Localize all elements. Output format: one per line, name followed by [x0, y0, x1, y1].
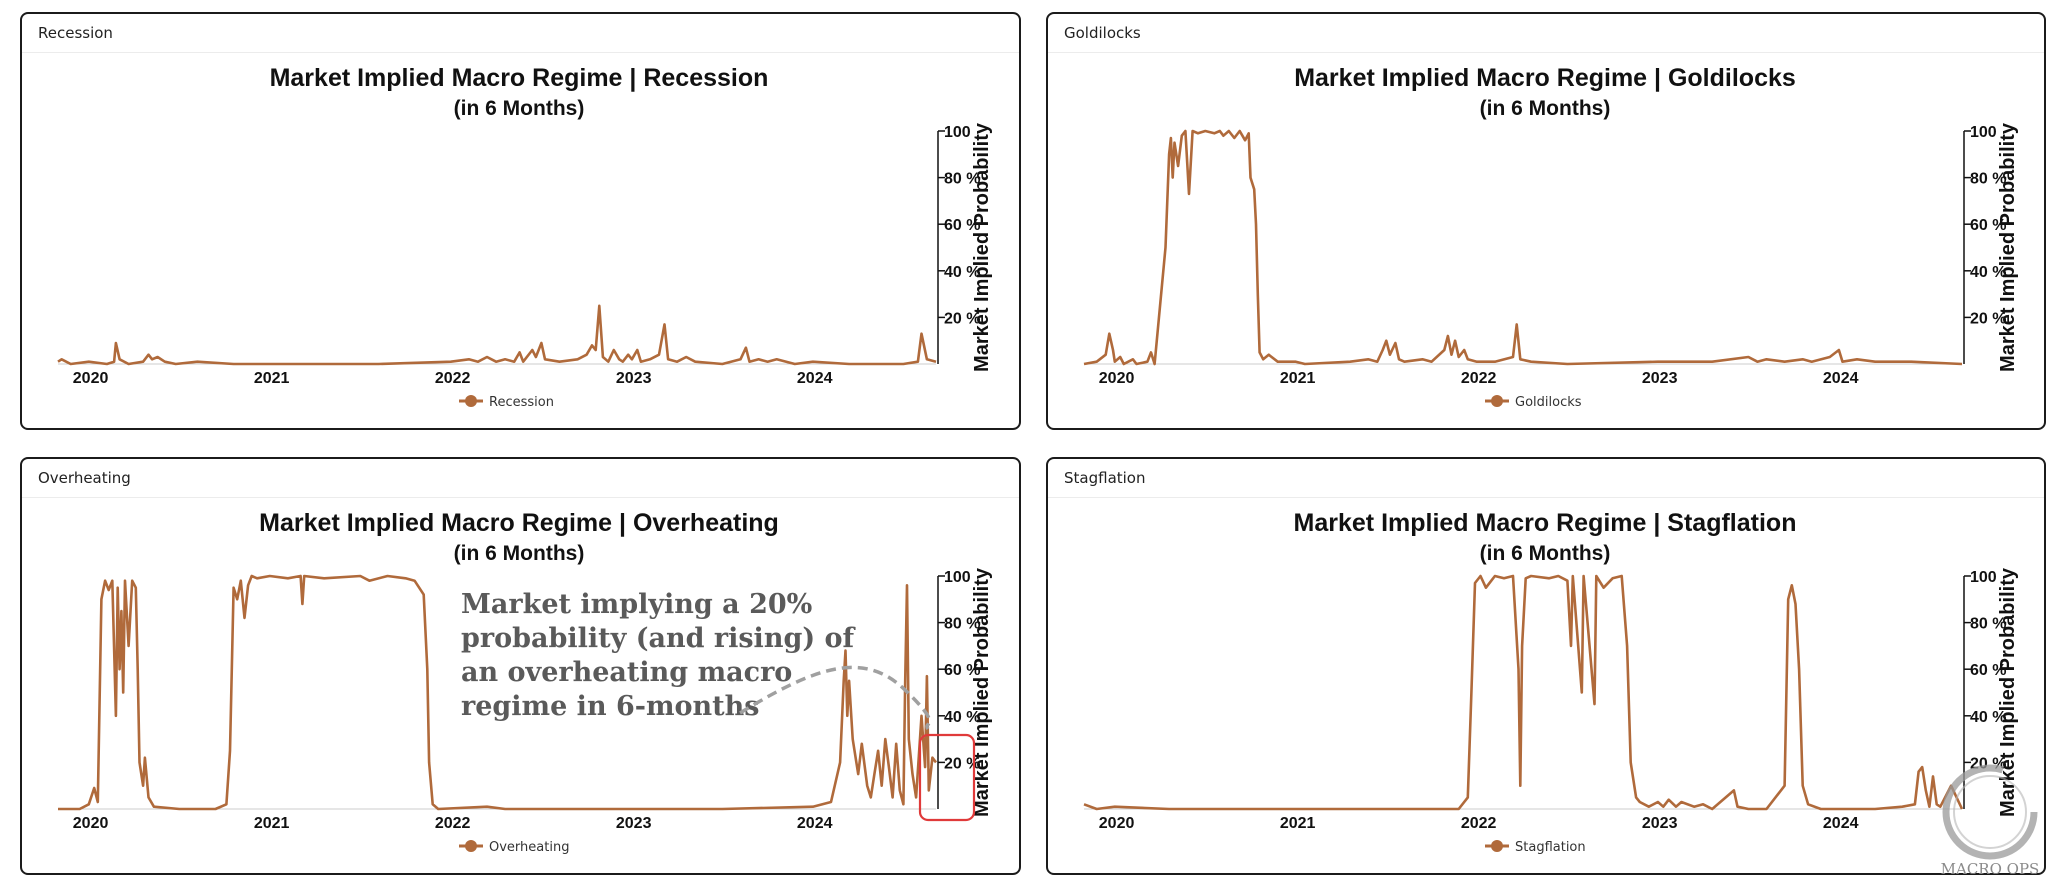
x-tick-label: 2020 [73, 815, 109, 832]
legend-swatch-marker [465, 395, 477, 407]
y-tick-label: 100 [944, 124, 971, 141]
chart-subtitle: (in 6 Months) [1480, 97, 1611, 120]
x-tick-label: 2024 [1823, 370, 1859, 387]
chart-subtitle: (in 6 Months) [454, 542, 585, 565]
chart-title: Market Implied Macro Regime | Overheatin… [259, 509, 779, 537]
legend-label: Goldilocks [1515, 395, 1582, 410]
watermark-text: MACRO OPS [1941, 860, 2040, 878]
chart-panel-overheating: Overheating Market Implied Macro Regime … [20, 457, 1021, 875]
panel-header: Stagflation [1048, 459, 2044, 498]
panel-title: Recession [38, 24, 113, 42]
annotation-text-line: an overheating macro [461, 657, 792, 688]
chart-svg: Market Implied Macro Regime | Recession (… [57, 64, 993, 410]
x-tick-label: 2023 [1642, 370, 1678, 387]
x-tick-label: 2023 [1642, 815, 1678, 832]
series-line-recession [57, 304, 937, 366]
y-axis-label: Market Implied Probability [1997, 567, 2019, 817]
x-tick-label: 2024 [797, 370, 833, 387]
x-tick-label: 2020 [73, 370, 109, 387]
y-axis-label: Market Implied Probability [971, 122, 993, 372]
annotation-highlight-box [918, 733, 976, 822]
x-tick-label: 2020 [1099, 815, 1135, 832]
chart-svg: Market Implied Macro Regime | Goldilocks… [1083, 64, 2019, 410]
panel-title: Stagflation [1064, 469, 1146, 487]
x-tick-label: 2020 [1099, 370, 1135, 387]
x-tick-label: 2021 [254, 815, 290, 832]
series-line-overheating [58, 574, 938, 811]
y-tick-label: 40 % [1970, 709, 2006, 726]
chart-title: Market Implied Macro Regime | Recession [270, 64, 769, 92]
y-tick-label: 40 % [1970, 264, 2006, 281]
y-tick-label: 20 % [1970, 310, 2006, 327]
legend-label: Recession [489, 395, 554, 410]
annotation-text-line: Market implying a 20% [461, 589, 812, 620]
chart-subtitle: (in 6 Months) [1480, 542, 1611, 565]
legend-label: Overheating [489, 840, 569, 855]
x-tick-label: 2023 [616, 370, 652, 387]
y-tick-label: 100 [944, 569, 971, 586]
chart-panel-goldilocks: Goldilocks Market Implied Macro Regime |… [1046, 12, 2046, 430]
legend-swatch-marker [465, 840, 477, 852]
y-tick-label: 80 % [944, 616, 980, 633]
chart-svg: Market Implied Macro Regime | Stagflatio… [1083, 509, 2019, 855]
legend-label: Stagflation [1515, 840, 1586, 855]
panel-header: Overheating [22, 459, 1019, 498]
annotation-text-line: regime in 6-months [461, 691, 759, 722]
x-tick-label: 2022 [435, 815, 471, 832]
y-tick-label: 20 % [944, 755, 980, 772]
y-axis-label: Market Implied Probability [1997, 122, 2019, 372]
panel-title: Goldilocks [1064, 24, 1141, 42]
chart-panel-stagflation: Stagflation Market Implied Macro Regime … [1046, 457, 2046, 875]
y-tick-label: 80 % [1970, 616, 2006, 633]
panel-title: Overheating [38, 469, 131, 487]
x-tick-label: 2024 [1823, 815, 1859, 832]
y-tick-label: 40 % [944, 264, 980, 281]
x-tick-label: 2022 [1461, 370, 1497, 387]
annotation-arrow [739, 665, 932, 731]
y-tick-label: 40 % [944, 709, 980, 726]
y-axis-label: Market Implied Probability [971, 567, 993, 817]
y-tick-label: 60 % [944, 217, 980, 234]
y-tick-label: 60 % [1970, 662, 2006, 679]
x-tick-label: 2023 [616, 815, 652, 832]
chart-svg: Market Implied Macro Regime | Overheatin… [58, 509, 993, 855]
x-tick-label: 2024 [797, 815, 833, 832]
y-tick-label: 60 % [1970, 217, 2006, 234]
chart-title: Market Implied Macro Regime | Goldilocks [1294, 64, 1796, 92]
x-tick-label: 2021 [1280, 370, 1316, 387]
chart-title: Market Implied Macro Regime | Stagflatio… [1294, 509, 1797, 537]
series-line-stagflation [1083, 574, 1964, 811]
x-tick-label: 2021 [1280, 815, 1316, 832]
y-tick-label: 60 % [944, 662, 980, 679]
y-tick-label: 80 % [944, 171, 980, 188]
x-tick-label: 2022 [435, 370, 471, 387]
annotation-text-line: probability (and rising) of [461, 623, 857, 654]
panel-header: Recession [22, 14, 1019, 53]
y-tick-label: 20 % [944, 310, 980, 327]
legend-swatch-marker [1491, 395, 1503, 407]
chart-panel-recession: Recession Market Implied Macro Regime | … [20, 12, 1021, 430]
y-tick-label: 100 [1970, 124, 1997, 141]
x-tick-label: 2022 [1461, 815, 1497, 832]
x-tick-label: 2021 [254, 370, 290, 387]
panel-header: Goldilocks [1048, 14, 2044, 53]
y-tick-label: 80 % [1970, 171, 2006, 188]
y-tick-label: 100 [1970, 569, 1997, 586]
macro-ops-logo: MACRO OPS [1941, 764, 2040, 878]
legend-swatch-marker [1491, 840, 1503, 852]
series-line-goldilocks [1083, 129, 1963, 366]
chart-subtitle: (in 6 Months) [454, 97, 585, 120]
